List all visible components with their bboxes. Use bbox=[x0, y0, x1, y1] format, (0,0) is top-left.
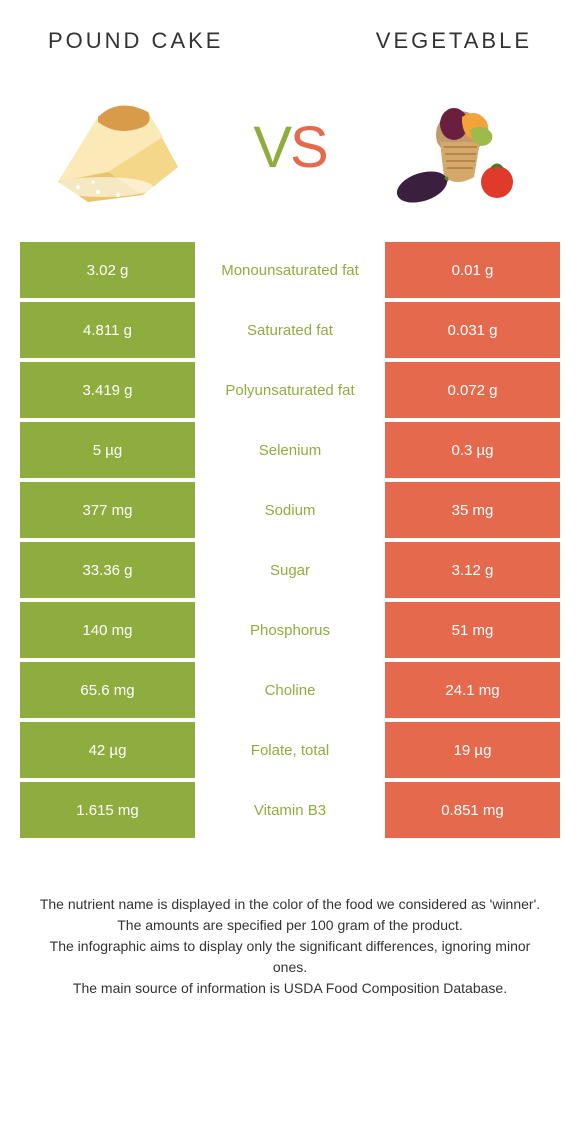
right-value: 24.1 mg bbox=[385, 662, 560, 718]
left-value: 4.811 g bbox=[20, 302, 195, 358]
right-value: 51 mg bbox=[385, 602, 560, 658]
table-row: 1.615 mgVitamin B30.851 mg bbox=[20, 782, 560, 838]
footer-notes: The nutrient name is displayed in the co… bbox=[0, 842, 580, 999]
nutrient-label: Saturated fat bbox=[195, 302, 385, 358]
left-value: 65.6 mg bbox=[20, 662, 195, 718]
left-value: 1.615 mg bbox=[20, 782, 195, 838]
table-row: 4.811 gSaturated fat0.031 g bbox=[20, 302, 560, 358]
table-row: 3.419 gPolyunsaturated fat0.072 g bbox=[20, 362, 560, 418]
right-value: 0.072 g bbox=[385, 362, 560, 418]
comparison-table: 3.02 gMonounsaturated fat0.01 g4.811 gSa… bbox=[0, 242, 580, 838]
table-row: 33.36 gSugar3.12 g bbox=[20, 542, 560, 598]
left-value: 377 mg bbox=[20, 482, 195, 538]
nutrient-label: Polyunsaturated fat bbox=[195, 362, 385, 418]
left-value: 3.419 g bbox=[20, 362, 195, 418]
table-row: 42 µgFolate, total19 µg bbox=[20, 722, 560, 778]
table-row: 377 mgSodium35 mg bbox=[20, 482, 560, 538]
right-value: 3.12 g bbox=[385, 542, 560, 598]
right-value: 0.031 g bbox=[385, 302, 560, 358]
right-value: 0.3 µg bbox=[385, 422, 560, 478]
vs-label: VS bbox=[253, 114, 326, 181]
nutrient-label: Sodium bbox=[195, 482, 385, 538]
left-title: POUND CAKE bbox=[48, 28, 223, 54]
nutrient-label: Selenium bbox=[195, 422, 385, 478]
nutrient-label: Vitamin B3 bbox=[195, 782, 385, 838]
nutrient-label: Choline bbox=[195, 662, 385, 718]
table-row: 65.6 mgCholine24.1 mg bbox=[20, 662, 560, 718]
right-value: 19 µg bbox=[385, 722, 560, 778]
left-value: 140 mg bbox=[20, 602, 195, 658]
images-row: VS bbox=[0, 62, 580, 242]
header: POUND CAKE VEGETABLE bbox=[0, 0, 580, 62]
footer-line: The main source of information is USDA F… bbox=[36, 978, 544, 999]
right-value: 35 mg bbox=[385, 482, 560, 538]
nutrient-label: Folate, total bbox=[195, 722, 385, 778]
footer-line: The amounts are specified per 100 gram o… bbox=[36, 915, 544, 936]
left-value: 33.36 g bbox=[20, 542, 195, 598]
right-title: VEGETABLE bbox=[376, 28, 532, 54]
nutrient-label: Sugar bbox=[195, 542, 385, 598]
left-value: 3.02 g bbox=[20, 242, 195, 298]
footer-line: The infographic aims to display only the… bbox=[36, 936, 544, 978]
left-value: 5 µg bbox=[20, 422, 195, 478]
vegetable-basket-icon bbox=[392, 82, 532, 212]
right-value: 0.01 g bbox=[385, 242, 560, 298]
table-row: 5 µgSelenium0.3 µg bbox=[20, 422, 560, 478]
left-value: 42 µg bbox=[20, 722, 195, 778]
nutrient-label: Phosphorus bbox=[195, 602, 385, 658]
nutrient-label: Monounsaturated fat bbox=[195, 242, 385, 298]
pound-cake-icon bbox=[48, 82, 188, 212]
footer-line: The nutrient name is displayed in the co… bbox=[36, 894, 544, 915]
table-row: 140 mgPhosphorus51 mg bbox=[20, 602, 560, 658]
right-value: 0.851 mg bbox=[385, 782, 560, 838]
table-row: 3.02 gMonounsaturated fat0.01 g bbox=[20, 242, 560, 298]
